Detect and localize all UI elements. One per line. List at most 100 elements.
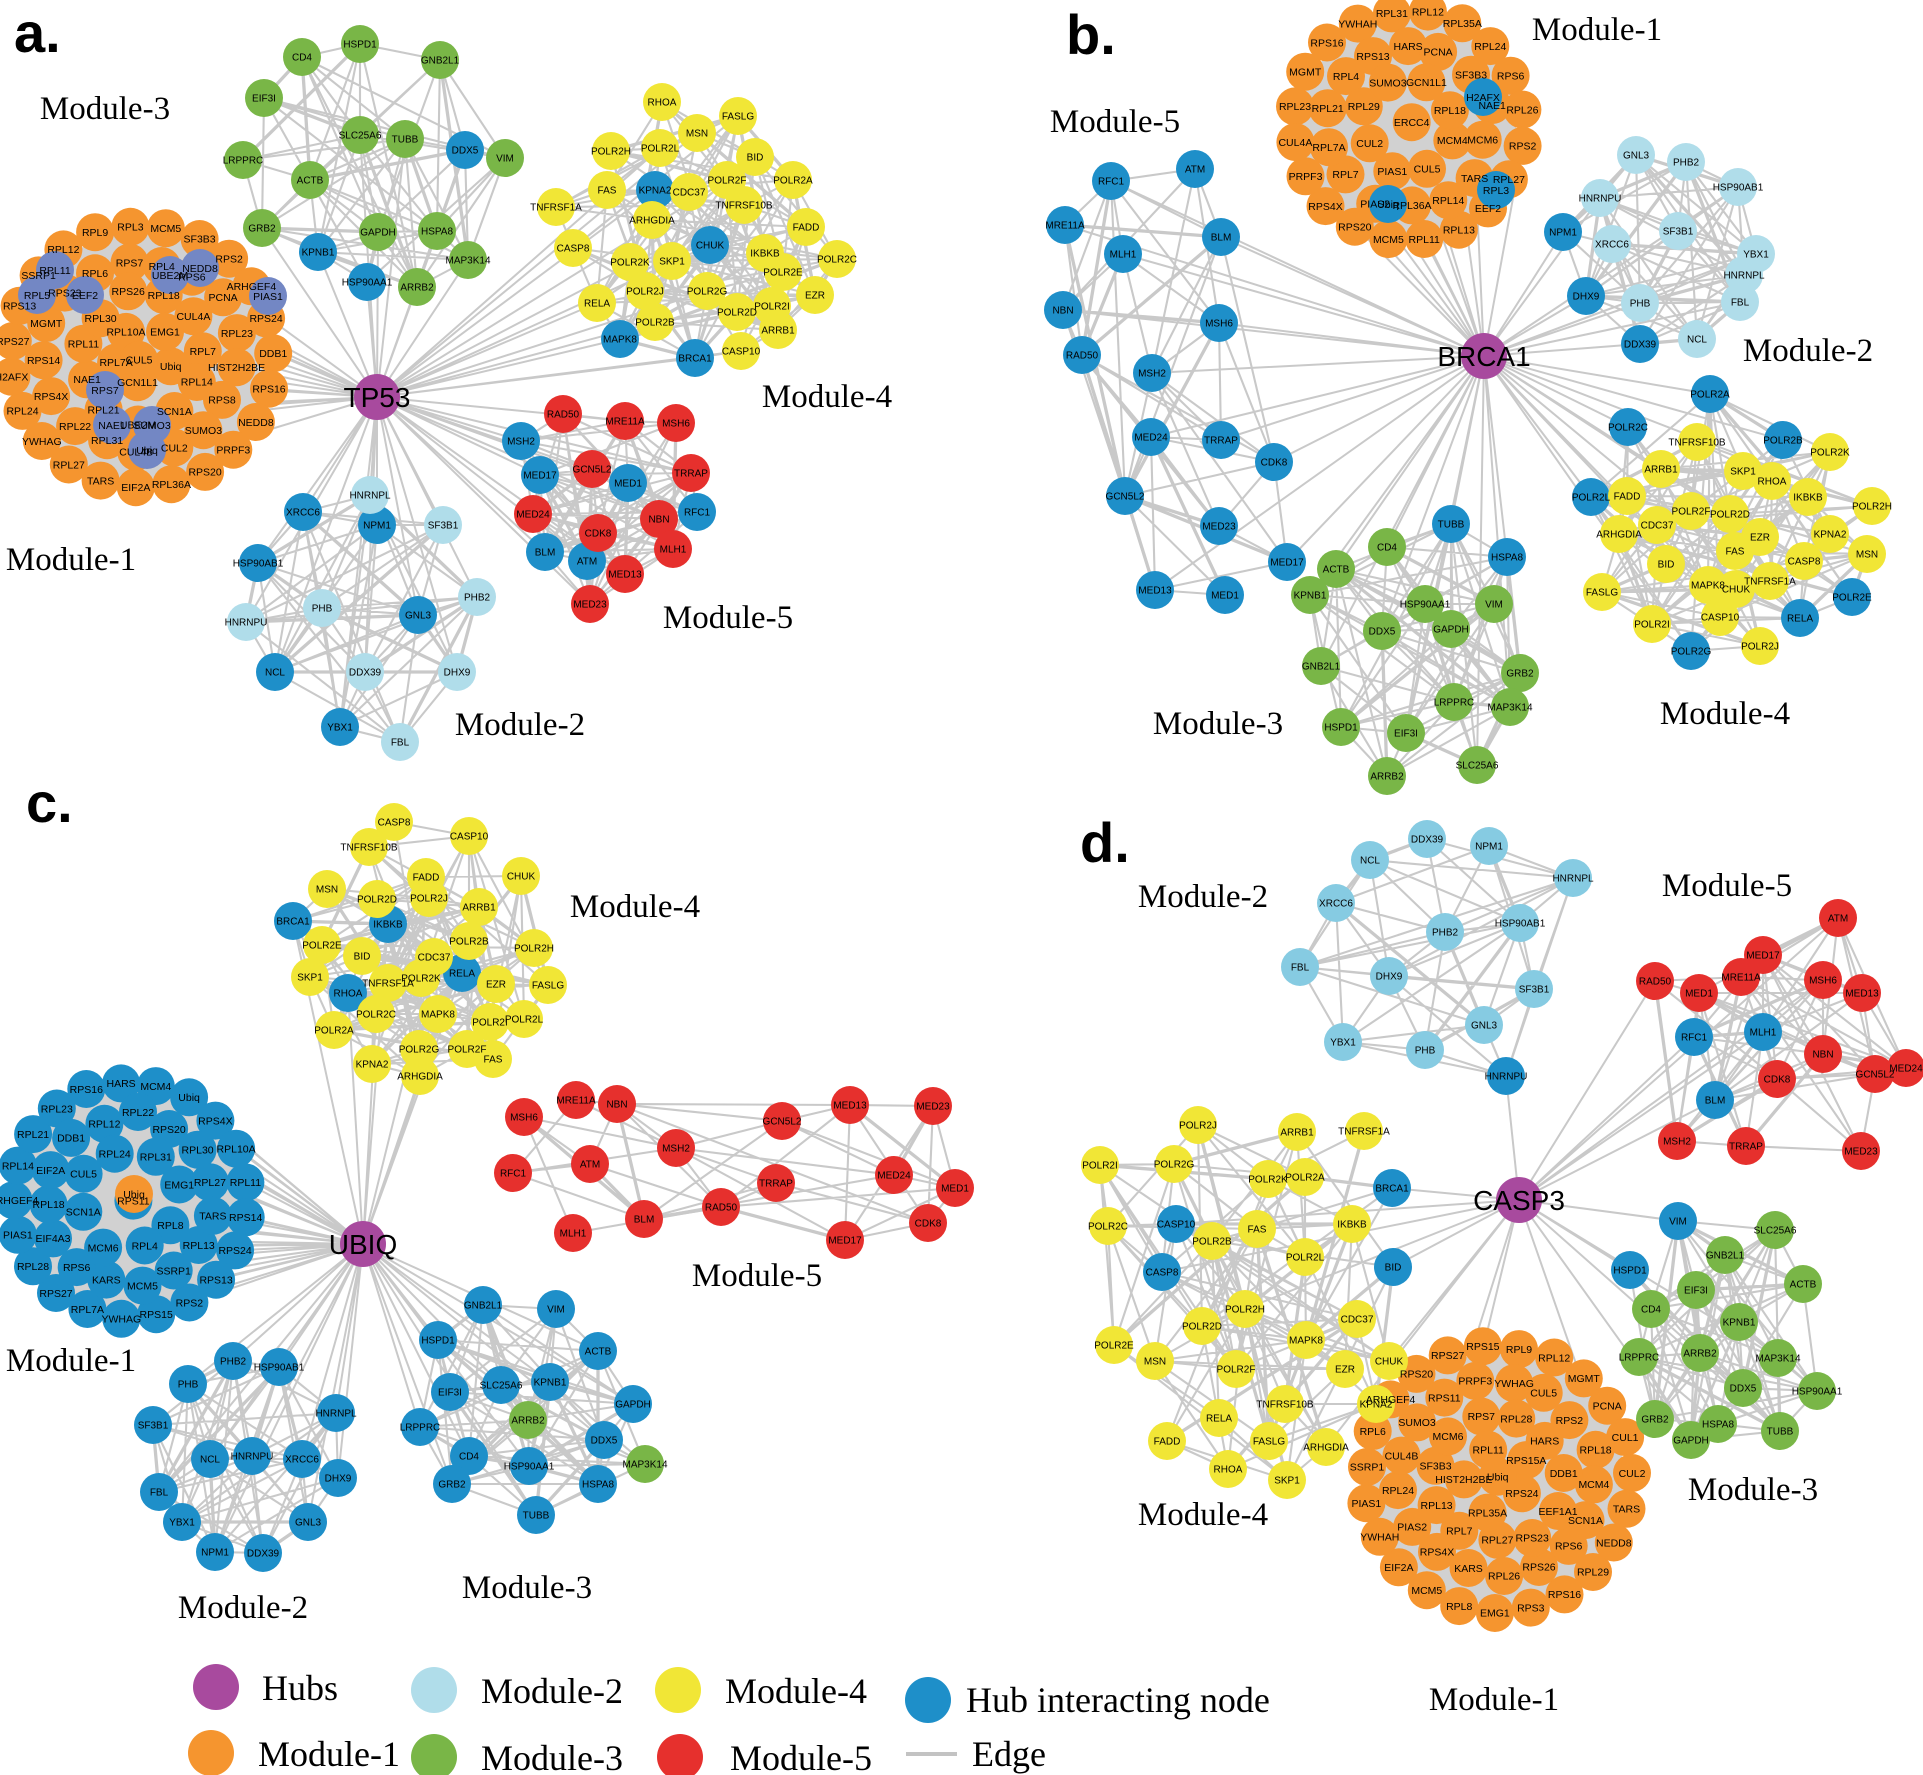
svg-text:NCL: NCL: [1687, 335, 1707, 346]
svg-text:VIM: VIM: [1485, 600, 1503, 611]
svg-text:DDX39: DDX39: [247, 1549, 280, 1560]
svg-text:EIF3I: EIF3I: [252, 94, 276, 105]
svg-text:Hubs: Hubs: [262, 1668, 338, 1708]
svg-text:RPS2: RPS2: [176, 1297, 204, 1309]
svg-text:DHX9: DHX9: [1376, 972, 1403, 983]
svg-text:MED24: MED24: [1134, 433, 1168, 444]
svg-text:RPL11: RPL11: [1409, 234, 1440, 246]
svg-text:Module-4: Module-4: [1138, 1497, 1268, 1533]
svg-text:CASP10: CASP10: [450, 832, 489, 843]
svg-text:RPL6: RPL6: [1360, 1426, 1386, 1438]
svg-text:RELA: RELA: [1206, 1414, 1232, 1425]
svg-text:ARHGDIA: ARHGDIA: [629, 216, 675, 227]
svg-text:RPS2: RPS2: [1509, 141, 1537, 153]
svg-text:FBL: FBL: [1731, 298, 1750, 309]
svg-text:Module-5: Module-5: [663, 600, 793, 636]
svg-text:SSRP1: SSRP1: [156, 1265, 191, 1277]
svg-text:GRB2: GRB2: [438, 1480, 466, 1491]
svg-text:RPL27: RPL27: [194, 1177, 226, 1189]
svg-text:YWHAG: YWHAG: [101, 1314, 141, 1326]
svg-text:RPS27: RPS27: [39, 1288, 72, 1300]
svg-text:Module-4: Module-4: [570, 889, 700, 925]
svg-text:FAS: FAS: [598, 186, 617, 197]
svg-text:RPL21: RPL21: [1312, 103, 1344, 115]
svg-text:FADD: FADD: [1154, 1437, 1181, 1448]
svg-text:RPS27: RPS27: [0, 336, 30, 348]
svg-text:CDK8: CDK8: [1261, 458, 1288, 469]
svg-text:POLR2K: POLR2K: [401, 974, 441, 985]
svg-text:Module-5: Module-5: [692, 1258, 822, 1294]
svg-text:POLR2D: POLR2D: [357, 895, 397, 906]
svg-text:RPS2: RPS2: [1556, 1415, 1584, 1427]
svg-text:MED24: MED24: [877, 1171, 911, 1182]
svg-text:Module-1: Module-1: [1429, 1682, 1559, 1718]
svg-text:YWHAG: YWHAG: [22, 436, 62, 448]
svg-text:EIF2A: EIF2A: [121, 482, 150, 494]
svg-text:POLR2A: POLR2A: [1690, 390, 1730, 401]
svg-text:CHUK: CHUK: [696, 241, 725, 252]
svg-text:RPS3: RPS3: [1517, 1602, 1545, 1614]
svg-text:HSPA8: HSPA8: [582, 1480, 614, 1491]
svg-text:H2AFX: H2AFX: [1466, 92, 1500, 104]
svg-text:GRB2: GRB2: [1506, 669, 1534, 680]
svg-text:EEF2: EEF2: [72, 290, 98, 302]
svg-text:RPS11: RPS11: [117, 1195, 150, 1207]
svg-text:CUL5: CUL5: [126, 355, 153, 367]
svg-text:GRB2: GRB2: [1641, 1415, 1669, 1426]
svg-text:RPL11: RPL11: [39, 265, 70, 277]
svg-text:GCN1L1: GCN1L1: [117, 377, 158, 389]
svg-text:HSPA8: HSPA8: [1702, 1420, 1734, 1431]
svg-text:ATM: ATM: [1828, 914, 1848, 925]
svg-text:RPL8: RPL8: [157, 1220, 183, 1232]
svg-text:DDX5: DDX5: [1369, 627, 1396, 638]
svg-text:DDB1: DDB1: [57, 1133, 85, 1145]
svg-text:GNB2L1: GNB2L1: [421, 56, 460, 67]
svg-text:LRPPRC: LRPPRC: [1619, 1353, 1660, 1364]
svg-text:ARRB2: ARRB2: [1370, 772, 1404, 783]
svg-text:MED24: MED24: [1889, 1064, 1923, 1075]
svg-text:RPS13: RPS13: [1356, 51, 1389, 63]
svg-text:ARHGDIA: ARHGDIA: [1303, 1443, 1349, 1454]
svg-text:HSPD1: HSPD1: [343, 40, 377, 51]
svg-text:RPS15A: RPS15A: [1506, 1455, 1546, 1467]
svg-text:HSPD1: HSPD1: [1324, 723, 1358, 734]
svg-text:MCM5: MCM5: [150, 223, 181, 235]
svg-text:HNRNPL: HNRNPL: [349, 491, 391, 502]
svg-text:MED13: MED13: [1845, 989, 1879, 1000]
svg-text:FASLG: FASLG: [532, 981, 564, 992]
svg-text:SCN1A: SCN1A: [1568, 1515, 1603, 1527]
svg-text:Module-2: Module-2: [455, 707, 585, 743]
svg-text:PIAS2: PIAS2: [1360, 199, 1390, 211]
svg-text:FASLG: FASLG: [1586, 588, 1618, 599]
svg-text:RPL30: RPL30: [85, 313, 117, 325]
svg-text:RPS6: RPS6: [1555, 1541, 1583, 1553]
svg-text:TNFRSF1A: TNFRSF1A: [530, 203, 582, 214]
svg-text:CDK8: CDK8: [915, 1219, 942, 1230]
svg-text:DHX9: DHX9: [444, 668, 471, 679]
svg-text:MED17: MED17: [828, 1236, 862, 1247]
svg-text:FBL: FBL: [391, 738, 410, 749]
svg-text:NPM1: NPM1: [363, 521, 391, 532]
svg-text:CHUK: CHUK: [1722, 585, 1751, 596]
svg-text:POLR2L: POLR2L: [505, 1015, 544, 1026]
svg-text:RPL35A: RPL35A: [1443, 18, 1482, 30]
svg-text:RPL12: RPL12: [1538, 1352, 1570, 1364]
svg-text:POLR2E: POLR2E: [763, 268, 803, 279]
svg-text:RPS4X: RPS4X: [1308, 201, 1342, 213]
svg-text:YBX1: YBX1: [169, 1518, 195, 1529]
svg-text:RPL31: RPL31: [140, 1152, 172, 1164]
svg-text:TNFRSF1A: TNFRSF1A: [1338, 1127, 1390, 1138]
svg-text:RPL28: RPL28: [1500, 1413, 1532, 1425]
svg-text:MGMT: MGMT: [1568, 1373, 1601, 1385]
svg-text:RPS20: RPS20: [188, 467, 221, 479]
svg-text:NEDD8: NEDD8: [1596, 1537, 1632, 1549]
svg-text:GNL3: GNL3: [405, 611, 432, 622]
svg-text:FADD: FADD: [1614, 492, 1641, 503]
svg-text:ARHGDIA: ARHGDIA: [397, 1072, 443, 1083]
svg-text:EIF4A3: EIF4A3: [35, 1233, 70, 1245]
svg-text:H2AFX: H2AFX: [0, 372, 28, 384]
svg-text:RPS16: RPS16: [1548, 1589, 1581, 1601]
svg-text:YWHAH: YWHAH: [1338, 18, 1377, 30]
svg-text:KARS: KARS: [1454, 1563, 1483, 1575]
svg-text:RELA: RELA: [1787, 614, 1813, 625]
